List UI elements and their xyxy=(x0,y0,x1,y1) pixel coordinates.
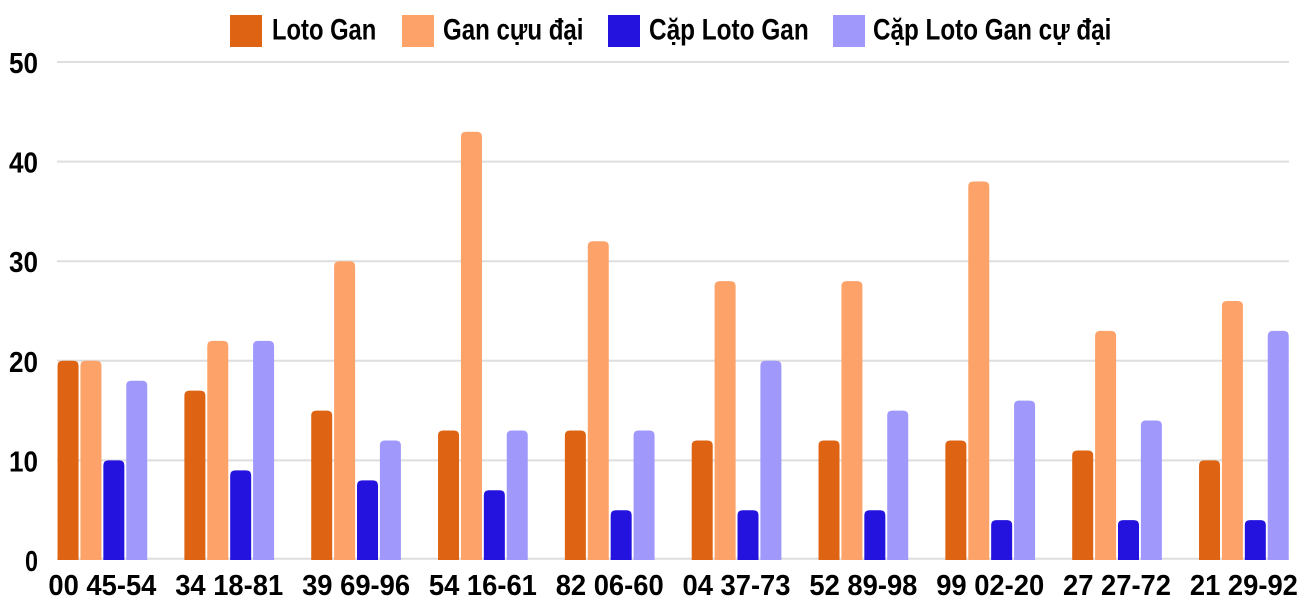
svg-text:30: 30 xyxy=(9,247,38,279)
svg-text:Cặp Loto Gan cự đại: Cặp Loto Gan cự đại xyxy=(873,14,1111,47)
svg-text:34 18-81: 34 18-81 xyxy=(175,570,283,600)
svg-text:Loto Gan: Loto Gan xyxy=(272,14,376,47)
svg-text:0: 0 xyxy=(25,546,38,578)
svg-text:99 02-20: 99 02-20 xyxy=(936,570,1044,600)
svg-text:27 27-72: 27 27-72 xyxy=(1063,570,1171,600)
svg-text:54 16-61: 54 16-61 xyxy=(429,570,537,600)
svg-text:21 29-92: 21 29-92 xyxy=(1190,570,1298,600)
svg-text:Gan cựu đại: Gan cựu đại xyxy=(443,14,584,47)
svg-text:40: 40 xyxy=(9,148,38,180)
svg-text:52 89-98: 52 89-98 xyxy=(809,570,917,600)
svg-text:82 06-60: 82 06-60 xyxy=(556,570,664,600)
svg-text:50: 50 xyxy=(9,48,38,80)
svg-text:04 37-73: 04 37-73 xyxy=(683,570,791,600)
svg-text:Cặp Loto Gan: Cặp Loto Gan xyxy=(649,14,809,47)
svg-text:39 69-96: 39 69-96 xyxy=(302,570,410,600)
svg-text:20: 20 xyxy=(9,347,38,379)
svg-text:10: 10 xyxy=(9,446,38,478)
svg-text:00 45-54: 00 45-54 xyxy=(48,570,156,600)
